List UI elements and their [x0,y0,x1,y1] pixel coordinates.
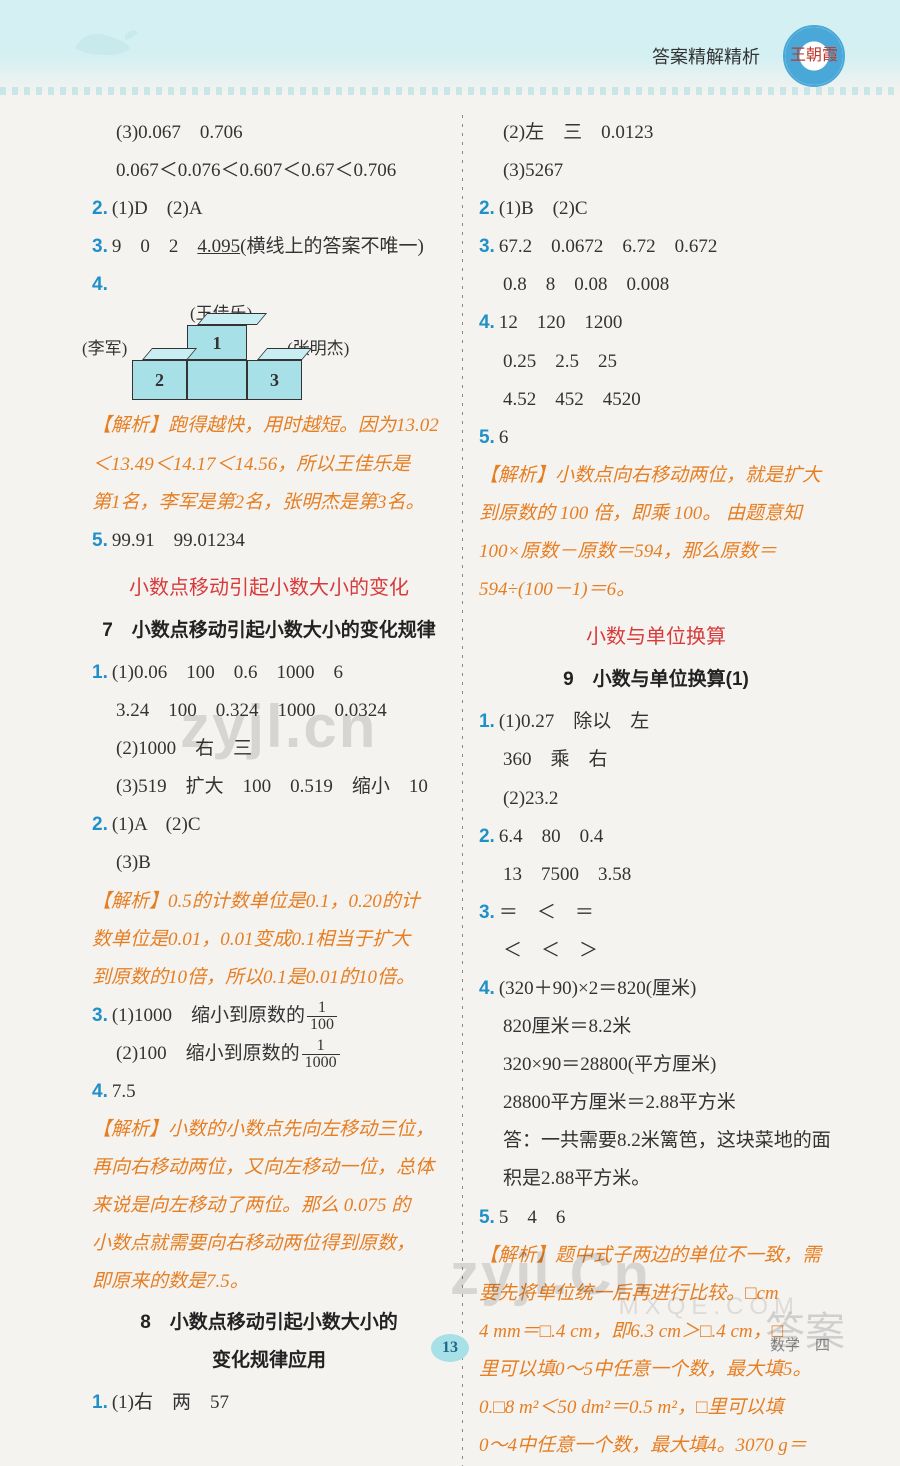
analysis-line: 到原数的 100 倍，即乘 100。 由题意知 [479,496,833,532]
header-title: 答案精解精析 [652,40,760,74]
answer-line: 3.9 0 2 4.095(横线上的答案不唯一) [92,229,446,265]
analysis-line: 0～4中任意一个数，最大填4。3070 g＝ [479,1428,833,1464]
text-line: 0.25 2.5 25 [479,344,833,380]
text-line: (2)左 三 0.0123 [479,115,833,151]
text-line: (3)5267 [479,153,833,189]
analysis-line: 即原来的数是7.5。 [92,1264,446,1300]
section-title: 小数点移动引起小数大小的变化 [92,569,446,607]
analysis-line: 来说是向左移动了两位。那么 0.075 的 [92,1188,446,1224]
question-number: 2. [92,814,108,835]
analysis-line: 【解析】小数点向右移动两位，就是扩大 [479,458,833,494]
text-line: 答：一共需要8.2米篱笆，这块菜地的面 [479,1123,833,1159]
whale-icon [70,20,140,65]
analysis-line: 到原数的10倍，所以0.1是0.01的10倍。 [92,960,446,996]
question-number: 3. [92,236,108,257]
text-line: (2)1000 右 三 [92,731,446,767]
text-line: 4.52 452 4520 [479,382,833,418]
question-number: 5. [479,427,495,448]
answer-line: 2.6.4 80 0.4 [479,819,833,855]
subsection-title: 9 小数与单位换算(1) [479,662,833,698]
analysis-line: 【解析】0.5的计数单位是0.1，0.20的计 [92,884,446,920]
text-line: (2)23.2 [479,781,833,817]
answer-line: 3.67.2 0.0672 6.72 0.672 [479,229,833,265]
question-number: 4. [479,978,495,999]
question-number: 4. [479,312,495,333]
subsection-title: 8 小数点移动引起小数大小的 [92,1305,446,1341]
answer-line: 3.＝ ＜ ＝ [479,895,833,931]
answer-line: 1.(1)右 两 57 [92,1385,446,1421]
text-line: 0.8 8 0.08 0.008 [479,267,833,303]
text-line: (2)100 缩小到原数的11000 [92,1036,446,1072]
answer-line: 1.(1)0.27 除以 左 [479,704,833,740]
text-line: (3)0.067 0.706 [92,115,446,151]
podium-diagram: (王佳乐) (李军) (张明杰) 1 2 3 [132,308,332,403]
question-number: 2. [479,198,495,219]
answer-line: 4. [92,267,446,303]
page-number: 13 [431,1334,469,1362]
content-area: (3)0.067 0.706 0.067＜0.076＜0.607＜0.67＜0.… [0,95,900,1466]
column-divider [462,115,463,1466]
section-title: 小数与单位换算 [479,618,833,656]
analysis-line: 【解析】题中式子两边的单位不一致，需 [479,1238,833,1274]
podium-1: 1 [187,325,247,360]
question-number: 3. [479,236,495,257]
question-number: 4. [92,274,108,295]
analysis-line: 0.□8 m²＜50 dm²＝0.5 m²，□里可以填 [479,1390,833,1426]
analysis-line: 第1名，李军是第2名，张明杰是第3名。 [92,485,446,521]
question-number: 2. [92,198,108,219]
text-line: (3)B [92,845,446,881]
page-header: 答案精解精析 王朝霞 [0,0,900,95]
podium-3: 3 [247,360,302,400]
text-line: (3)519 扩大 100 0.519 缩小 10 [92,769,446,805]
brand-badge: 王朝霞 [783,25,845,87]
text-line: 13 7500 3.58 [479,857,833,893]
fraction: 1100 [307,1000,337,1033]
question-number: 1. [92,662,108,683]
text-line: ＜ ＜ ＞ [479,933,833,969]
answer-line: 2.(1)A (2)C [92,807,446,843]
subsection-title: 7 小数点移动引起小数大小的变化规律 [92,613,446,649]
text-line: 28800平方厘米＝2.88平方米 [479,1085,833,1121]
answer-line: 2.(1)D (2)A [92,191,446,227]
answer-line: 5.99.91 99.01234 [92,523,446,559]
analysis-line: 小数点就需要向右移动两位得到原数， [92,1226,446,1262]
analysis-line: 再向右移动两位，又向左移动一位，总体 [92,1150,446,1186]
answer-line: 5.6 [479,420,833,456]
analysis-line: ＜13.49＜14.17＜14.56，所以王佳乐是 [92,447,446,483]
analysis-line: 数单位是0.01，0.01变成0.1相当于扩大 [92,922,446,958]
answer-line: 3.(1)1000 缩小到原数的1100 [92,998,446,1034]
text-line: 360 乘 右 [479,742,833,778]
text-line: 820厘米＝8.2米 [479,1009,833,1045]
text-line: 3.24 100 0.324 1000 0.0324 [92,693,446,729]
question-number: 5. [92,530,108,551]
answer-line: 5.5 4 6 [479,1200,833,1236]
question-number: 1. [92,1392,108,1413]
answer-line: 4.(320＋90)×2＝820(厘米) [479,971,833,1007]
answer-line: 1.(1)0.06 100 0.6 1000 6 [92,655,446,691]
analysis-line: 【解析】跑得越快，用时越短。因为13.02 [92,408,446,444]
question-number: 3. [92,1005,108,1026]
question-number: 3. [479,902,495,923]
question-number: 2. [479,826,495,847]
question-number: 1. [479,711,495,732]
subsection-title: 变化规律应用 [92,1343,446,1379]
podium-2: 2 [132,360,187,400]
analysis-line: 【解析】小数的小数点先向左移动三位， [92,1112,446,1148]
question-number: 5. [479,1207,495,1228]
right-column: (2)左 三 0.0123 (3)5267 2.(1)B (2)C 3.67.2… [467,115,845,1466]
left-column: (3)0.067 0.706 0.067＜0.076＜0.607＜0.67＜0.… [80,115,458,1466]
question-number: 4. [92,1081,108,1102]
text-line: 积是2.88平方米。 [479,1161,833,1197]
wave-decoration [0,87,900,95]
analysis-line: 100×原数－原数＝594，那么原数＝ [479,534,833,570]
answer-line: 2.(1)B (2)C [479,191,833,227]
analysis-line: 594÷(100－1)＝6。 [479,572,833,608]
text-line: 320×90＝28800(平方厘米) [479,1047,833,1083]
watermark-logo: 答案 [765,1294,845,1370]
answer-line: 4.7.5 [92,1074,446,1110]
fraction: 11000 [302,1038,340,1071]
podium-left-label: (李军) [82,333,127,365]
text-line: 0.067＜0.076＜0.607＜0.67＜0.706 [92,153,446,189]
answer-line: 4.12 120 1200 [479,305,833,341]
